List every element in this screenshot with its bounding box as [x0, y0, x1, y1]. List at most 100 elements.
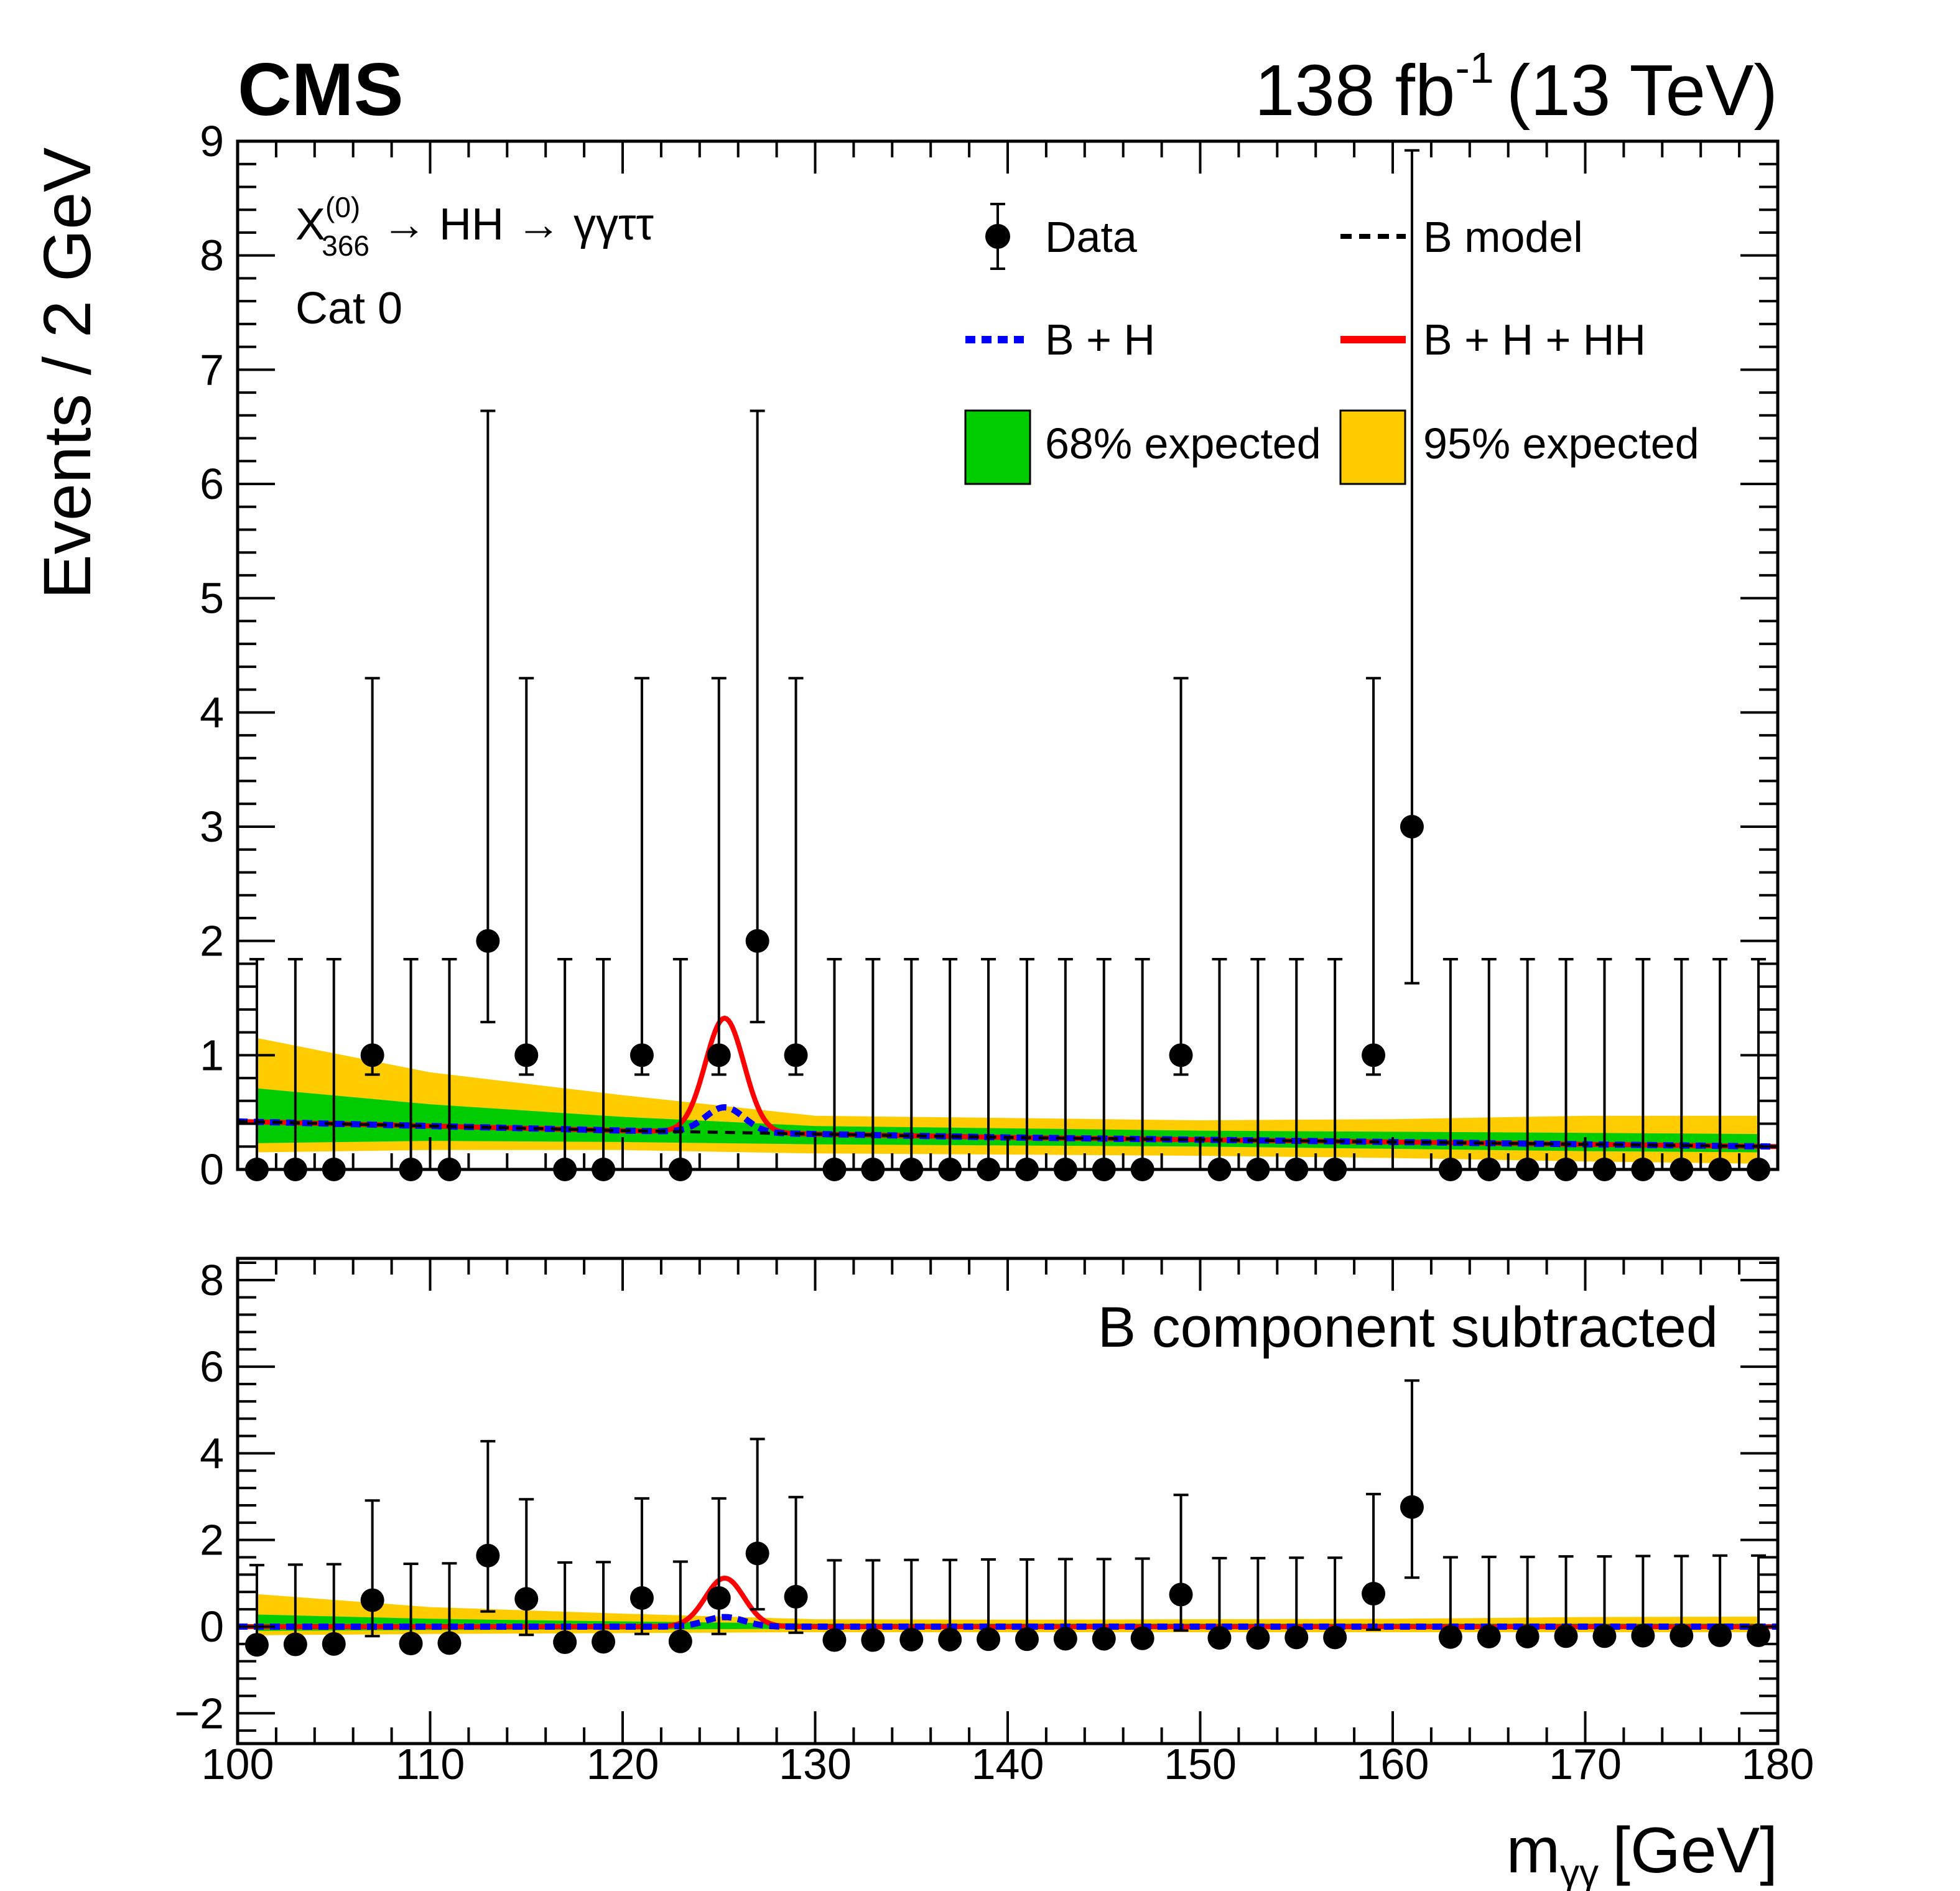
main-ytick-label: 4 [200, 688, 224, 736]
ratio-data-point [938, 1627, 962, 1652]
ratio-data-point [707, 1586, 731, 1610]
ratio-panel: −2 0 2 4 6 8 100 110 120 130 140 150 160 170 180 B co… [174, 1256, 1814, 1788]
ratio-data-point [1515, 1624, 1540, 1648]
x-axis-title-unit: [GeV] [1612, 1814, 1778, 1887]
main-data-point [1400, 815, 1424, 839]
legend-data-marker [985, 224, 1010, 249]
ratio-data-point [784, 1584, 808, 1609]
legend-band95-label: 95% expected [1423, 419, 1699, 468]
legend-band95-swatch [1339, 409, 1406, 485]
ratio-data-point [360, 1588, 384, 1612]
experiment-label: CMS [238, 48, 404, 131]
lumi-value: 138 fb [1255, 50, 1456, 131]
ratio-data-point [668, 1629, 692, 1653]
ratio-data-point [476, 1543, 500, 1568]
ratio-plot-area [238, 1575, 1778, 1635]
main-data-point [707, 1043, 731, 1067]
process-label: X(0) 366 → HH → γγττ [295, 191, 654, 262]
lumi-unit-exponent: -1 [1455, 44, 1493, 92]
x-tick-label: 100 [202, 1740, 274, 1788]
main-y-tick-labels: 0 1 2 3 4 5 6 7 8 9 [200, 117, 224, 1194]
main-ytick-label: 7 [200, 345, 224, 394]
legend: Data B model B + H B + H + HH 68% expect… [964, 203, 1699, 485]
ratio-data-point [1708, 1623, 1732, 1647]
ratio-data-point [1631, 1624, 1655, 1648]
ratio-data-point [1400, 1495, 1424, 1519]
legend-data-label: Data [1045, 213, 1137, 261]
y-axis-title: Events / 2 GeV [29, 147, 105, 599]
main-data-point [360, 1043, 384, 1067]
main-data-point [629, 1043, 654, 1067]
ratio-data-point [1092, 1627, 1116, 1651]
process-sub: 366 [322, 230, 369, 262]
main-data-errors [249, 149, 1767, 1169]
ratio-data-point [1362, 1582, 1386, 1606]
lumi-label: 138 fb-1 (13 TeV) [1255, 44, 1778, 131]
ratio-data-point [1670, 1624, 1694, 1648]
ratio-data-point [629, 1586, 654, 1610]
main-ytick-label: 6 [200, 460, 224, 508]
ratio-data-point [1207, 1626, 1232, 1650]
main-frame [236, 139, 1780, 1171]
ratio-y-tick-labels: −2 0 2 4 6 8 [174, 1256, 224, 1737]
main-ytick-label: 3 [200, 802, 224, 851]
x-tick-labels: 100 110 120 130 140 150 160 170 180 [202, 1740, 1814, 1788]
ratio-data-point [1438, 1625, 1462, 1649]
main-ytick-label: 2 [200, 917, 224, 965]
ratio-panel-label: B component subtracted [1098, 1296, 1718, 1359]
ratio-data-point [553, 1630, 577, 1655]
energy-value: (13 TeV) [1507, 50, 1778, 131]
main-data-point [476, 929, 500, 953]
ratio-data-point [1477, 1624, 1501, 1648]
legend-band68-label: 68% expected [1045, 419, 1321, 468]
ratio-ytick-label: 6 [200, 1342, 224, 1391]
ratio-data-point [1284, 1625, 1309, 1650]
ratio-data-errors [249, 1379, 1767, 1645]
ratio-data-point [745, 1541, 769, 1566]
process-sup: (0) [325, 191, 360, 223]
x-tick-label: 140 [972, 1740, 1044, 1788]
main-data-point [514, 1043, 539, 1067]
main-panel: 0 1 2 3 4 5 6 7 8 9 X(0) 366 → HH → γγττ Cat 0 Data… [200, 117, 1780, 1194]
ratio-data-point [322, 1632, 346, 1656]
legend-b-h-label: B + H [1045, 315, 1155, 364]
ratio-data-point [437, 1631, 462, 1655]
main-data-point [1362, 1043, 1386, 1067]
ratio-data-point [1323, 1625, 1347, 1650]
main-ytick-label: 1 [200, 1031, 224, 1079]
x-tick-label: 130 [779, 1740, 852, 1788]
ratio-data-point [899, 1627, 924, 1652]
main-data-point [784, 1043, 808, 1067]
legend-b-h-hh-label: B + H + HH [1423, 315, 1646, 364]
ratio-ytick-label: 4 [200, 1429, 224, 1477]
x-tick-label: 170 [1549, 1740, 1622, 1788]
ratio-ytick-label: −2 [174, 1689, 224, 1737]
ratio-data-point [592, 1630, 616, 1654]
x-tick-label: 160 [1357, 1740, 1429, 1788]
x-tick-label: 150 [1164, 1740, 1237, 1788]
main-ytick-label: 8 [200, 231, 224, 280]
x-axis-title-sub: γγ [1560, 1852, 1599, 1891]
ratio-data-point [1130, 1626, 1154, 1650]
process-prefix: X [295, 200, 325, 249]
ratio-data-point [514, 1587, 539, 1611]
main-band68 [256, 1088, 1759, 1153]
ratio-data-point [1015, 1627, 1039, 1652]
main-ytick-label: 9 [200, 117, 224, 165]
x-tick-label: 110 [396, 1740, 465, 1788]
main-ytick-label: 5 [200, 574, 224, 623]
x-tick-label: 120 [587, 1740, 659, 1788]
ratio-data-point [399, 1632, 423, 1656]
ratio-b-h-curve [238, 1614, 1778, 1630]
ratio-data-point [1053, 1627, 1077, 1651]
main-axis-ticks [236, 140, 1779, 1171]
x-tick-label: 180 [1742, 1740, 1814, 1788]
x-axis-title: mγγ [GeV] [1506, 1814, 1778, 1891]
ratio-data-point [977, 1627, 1001, 1652]
ratio-data-point [1554, 1624, 1578, 1648]
ratio-ytick-label: 0 [200, 1602, 224, 1651]
legend-b-model-label: B model [1423, 213, 1583, 261]
ratio-ytick-label: 2 [200, 1516, 224, 1564]
category-label: Cat 0 [295, 284, 402, 333]
ratio-data-point [1747, 1623, 1771, 1647]
